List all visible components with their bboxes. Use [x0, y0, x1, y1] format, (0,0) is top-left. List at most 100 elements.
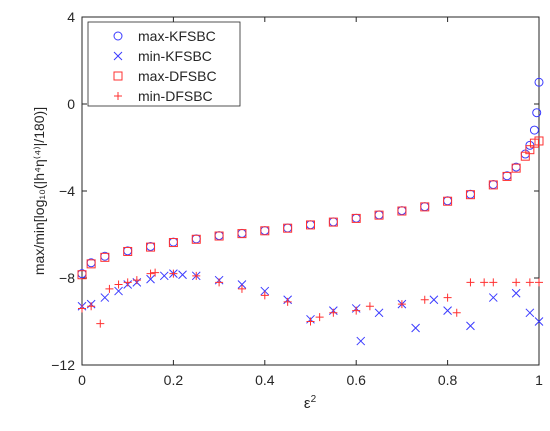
data-point	[429, 295, 439, 305]
legend-label: min-DFSBC	[138, 88, 213, 104]
data-point	[105, 284, 114, 293]
series-min-DFSBC	[78, 268, 543, 328]
data-point	[191, 234, 201, 244]
y-tick-labels: −12 −8 −4 0 4	[51, 9, 75, 373]
data-point	[260, 286, 270, 296]
x-tick-label: 0.8	[438, 372, 458, 388]
data-point	[123, 246, 133, 256]
data-point	[283, 297, 292, 306]
data-point	[306, 317, 315, 326]
data-point	[146, 242, 156, 252]
data-point	[215, 278, 224, 287]
data-point	[96, 319, 105, 328]
data-point	[511, 163, 521, 173]
x-tick-label: 0.2	[164, 372, 184, 388]
data-point	[237, 229, 247, 239]
data-point	[525, 278, 534, 287]
data-point	[352, 306, 361, 315]
data-point	[520, 151, 530, 161]
data-point	[351, 213, 361, 223]
legend-item: max-KFSBC	[113, 28, 216, 44]
data-point	[178, 270, 187, 280]
data-point	[443, 306, 452, 315]
data-point	[329, 308, 338, 317]
series-max-DFSBC	[77, 136, 544, 280]
legend: max-KFSBC min-KFSBC max-DFSBC min-DFSBC	[87, 21, 241, 107]
data-point	[168, 238, 178, 248]
data-point	[374, 308, 384, 318]
legend-label: min-KFSBC	[138, 48, 212, 64]
data-point	[452, 308, 461, 317]
data-point	[480, 278, 489, 287]
data-point	[443, 293, 452, 302]
data-point	[237, 280, 247, 289]
data-point	[132, 276, 141, 285]
data-point	[114, 286, 123, 296]
data-point	[146, 274, 155, 284]
data-point	[114, 280, 123, 289]
x-axis-label: ε2	[304, 394, 317, 412]
data-point	[374, 210, 384, 220]
y-tick-label: −8	[59, 270, 75, 286]
data-point	[420, 202, 430, 212]
data-point	[534, 317, 544, 326]
y-tick-label: 0	[67, 96, 75, 112]
data-point	[260, 291, 269, 300]
data-point	[214, 231, 224, 241]
data-point	[260, 226, 270, 236]
data-point	[512, 278, 521, 287]
data-point	[365, 302, 374, 311]
data-point	[502, 171, 512, 181]
data-point	[466, 321, 475, 331]
axis-ticks	[81, 16, 540, 366]
legend-marker	[113, 31, 123, 41]
data-marks	[77, 77, 544, 346]
data-point	[283, 223, 293, 233]
data-point	[529, 125, 539, 135]
data-point	[529, 138, 539, 148]
data-point	[100, 252, 110, 262]
legend-label: max-DFSBC	[138, 68, 217, 84]
x-axis-label-base: ε	[304, 395, 311, 412]
data-point	[87, 302, 96, 311]
legend-box	[87, 21, 241, 107]
data-point	[78, 304, 86, 313]
data-point	[489, 278, 498, 287]
legend-item: max-DFSBC	[113, 68, 217, 84]
x-tick-label: 0.6	[346, 372, 366, 388]
legend-item: min-DFSBC	[114, 88, 213, 104]
data-point	[420, 295, 429, 304]
data-point	[86, 259, 96, 269]
data-point	[237, 284, 246, 293]
legend-item: min-KFSBC	[113, 48, 212, 64]
data-point	[488, 293, 498, 302]
data-point	[315, 313, 324, 322]
data-point	[532, 108, 542, 118]
legend-marker	[113, 71, 123, 81]
legend-marker	[113, 51, 123, 61]
data-point	[123, 278, 132, 287]
x-tick-label: 1	[535, 372, 543, 388]
data-point	[192, 271, 201, 280]
y-tick-label: −4	[59, 183, 75, 199]
y-tick-label: 4	[67, 9, 75, 25]
legend-marker	[114, 92, 122, 100]
data-point	[535, 278, 543, 287]
data-point	[356, 336, 366, 346]
legend-label: max-KFSBC	[138, 28, 216, 44]
data-point	[443, 196, 453, 206]
data-point	[466, 278, 475, 287]
data-point	[534, 136, 544, 146]
data-point	[328, 217, 338, 227]
data-point	[397, 300, 406, 309]
data-point	[146, 269, 155, 278]
data-point	[534, 77, 544, 87]
data-point	[488, 180, 498, 190]
data-point	[159, 271, 169, 281]
data-point	[511, 288, 521, 298]
data-point	[411, 323, 420, 333]
x-axis-label-sup: 2	[311, 394, 317, 405]
data-point	[151, 268, 160, 277]
